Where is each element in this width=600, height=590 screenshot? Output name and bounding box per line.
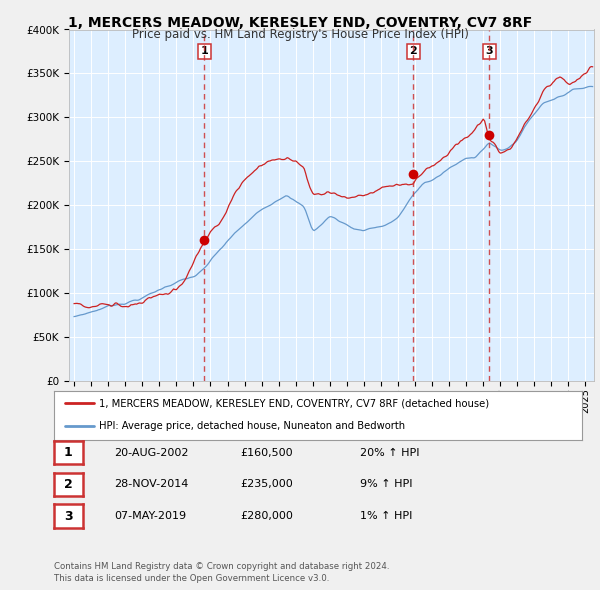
Text: £235,000: £235,000 (240, 480, 293, 489)
Text: 2: 2 (64, 478, 73, 491)
Text: 1% ↑ HPI: 1% ↑ HPI (360, 512, 412, 521)
Text: 3: 3 (64, 510, 73, 523)
Text: This data is licensed under the Open Government Licence v3.0.: This data is licensed under the Open Gov… (54, 574, 329, 583)
Text: 28-NOV-2014: 28-NOV-2014 (114, 480, 188, 489)
Text: Contains HM Land Registry data © Crown copyright and database right 2024.: Contains HM Land Registry data © Crown c… (54, 562, 389, 571)
Text: £280,000: £280,000 (240, 512, 293, 521)
Text: Price paid vs. HM Land Registry's House Price Index (HPI): Price paid vs. HM Land Registry's House … (131, 28, 469, 41)
Text: 3: 3 (485, 47, 493, 57)
Text: 1: 1 (64, 446, 73, 459)
Text: 1, MERCERS MEADOW, KERESLEY END, COVENTRY, CV7 8RF (detached house): 1, MERCERS MEADOW, KERESLEY END, COVENTR… (99, 398, 489, 408)
Text: 2: 2 (410, 47, 418, 57)
Text: 1: 1 (200, 47, 208, 57)
Text: 20-AUG-2002: 20-AUG-2002 (114, 448, 188, 457)
Text: 20% ↑ HPI: 20% ↑ HPI (360, 448, 419, 457)
Text: HPI: Average price, detached house, Nuneaton and Bedworth: HPI: Average price, detached house, Nune… (99, 421, 405, 431)
Text: 9% ↑ HPI: 9% ↑ HPI (360, 480, 413, 489)
Text: 07-MAY-2019: 07-MAY-2019 (114, 512, 186, 521)
Text: 1, MERCERS MEADOW, KERESLEY END, COVENTRY, CV7 8RF: 1, MERCERS MEADOW, KERESLEY END, COVENTR… (68, 16, 532, 30)
Text: £160,500: £160,500 (240, 448, 293, 457)
